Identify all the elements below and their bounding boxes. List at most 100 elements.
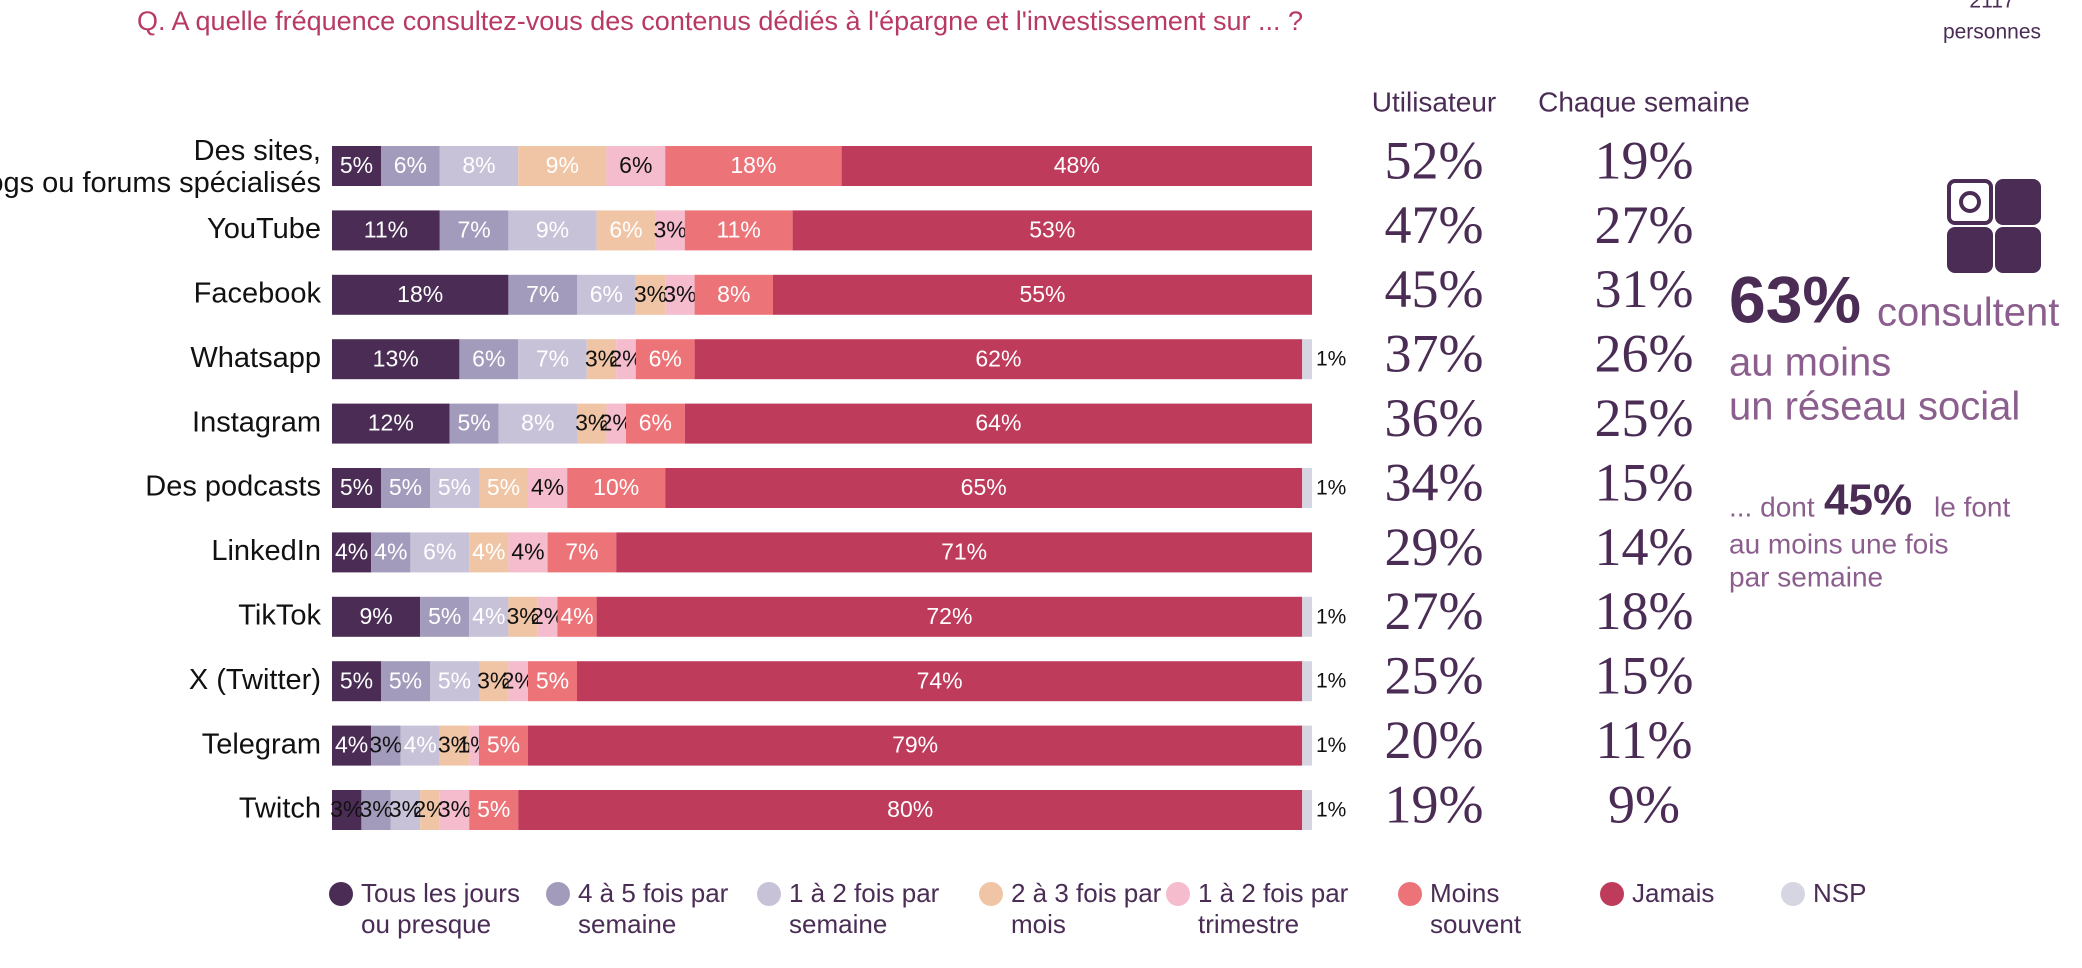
bar-segment [606, 403, 626, 444]
value-label: 5% [340, 152, 373, 178]
value-label: 5% [457, 410, 490, 436]
legend-label: 1 à 2 fois par trimestre [1198, 878, 1349, 939]
bar-segment [420, 790, 440, 830]
bar-segment [518, 339, 587, 380]
annotation-text: par semaine [1729, 561, 1883, 592]
bar-segment [371, 532, 411, 573]
bar-segment [577, 274, 636, 315]
bar-segment [655, 210, 685, 251]
value-label: 5% [438, 667, 471, 693]
legend-swatch [1398, 882, 1422, 906]
value-label: 79% [892, 732, 938, 758]
column-value: 37% [1385, 324, 1484, 384]
bar-segment [616, 532, 1312, 573]
column-value: 29% [1385, 517, 1484, 577]
value-label: 3% [634, 281, 667, 307]
bar-segment [332, 790, 362, 830]
sample-unit: personnes [1943, 21, 2041, 44]
category-label: Des sites, blogs ou forums spécialisés [0, 135, 321, 199]
sample-size: 2117 [1969, 0, 2014, 13]
value-label: 4% [531, 474, 564, 500]
bar-segment [616, 339, 636, 380]
bar-segment [430, 468, 479, 508]
value-label: 11% [364, 216, 408, 242]
bar-segment [567, 468, 666, 508]
column-value: 15% [1595, 646, 1694, 706]
bar-segment [665, 146, 842, 186]
bar-segment [449, 403, 499, 444]
bar-segment [469, 596, 509, 637]
value-label: 62% [975, 345, 1021, 371]
annotation-text: consultent [1877, 291, 2059, 335]
column-header: Utilisateur [1372, 86, 1496, 117]
bar-segment [498, 403, 577, 444]
bar-segment [381, 146, 440, 186]
value-label: 5% [438, 474, 471, 500]
value-label: 4% [404, 732, 437, 758]
value-label: 3% [585, 345, 618, 371]
bar-segment [1302, 596, 1312, 637]
bar-segment [439, 790, 470, 830]
column-value: 45% [1385, 259, 1484, 319]
bar-segment [400, 725, 440, 766]
value-label: 5% [477, 796, 510, 822]
bar-segment [332, 596, 421, 637]
bar-segment [332, 339, 460, 380]
value-label: 80% [887, 796, 933, 822]
value-label: 3% [506, 603, 539, 629]
value-label: 10% [593, 474, 639, 500]
value-label: 4% [335, 732, 368, 758]
value-label: 3% [369, 732, 402, 758]
bar-segment [1302, 468, 1312, 508]
column-value: 25% [1595, 388, 1694, 448]
category-label: Twitch [239, 793, 321, 825]
value-label: 1% [1316, 799, 1346, 822]
bar-segment [332, 274, 509, 315]
bar-segment [1302, 790, 1312, 830]
bar-segment [537, 596, 558, 637]
chart-title: Q. A quelle fréquence consultez-vous des… [137, 6, 1303, 36]
bar-segment [508, 274, 577, 315]
bar-segment [381, 468, 430, 508]
value-label: 3% [653, 216, 686, 242]
bar-segment [439, 146, 519, 186]
value-label: 6% [609, 216, 642, 242]
bar-segment [665, 468, 1303, 508]
value-label: 4% [472, 538, 505, 564]
bar-segment [430, 661, 479, 702]
bar-segment [684, 210, 793, 251]
value-label: 13% [373, 345, 419, 371]
bar-segment [557, 596, 597, 637]
category-label: YouTube [207, 213, 321, 245]
legend-swatch [329, 882, 353, 906]
bar-segment [508, 596, 538, 637]
bar-segment [1302, 725, 1312, 766]
column-value: 15% [1595, 452, 1694, 512]
column-value: 31% [1595, 259, 1694, 319]
bar-segment [841, 146, 1312, 186]
bar-segment [508, 661, 528, 702]
column-value: 11% [1596, 710, 1693, 770]
bar-segment [439, 210, 509, 251]
column-value: 36% [1385, 388, 1484, 448]
value-label: 5% [340, 667, 373, 693]
legend-label: 1 à 2 fois par semaine [789, 878, 940, 939]
value-label: 5% [536, 667, 569, 693]
annotation-big: 45% [1824, 476, 1912, 525]
value-label: 6% [394, 152, 427, 178]
legend-label: NSP [1813, 878, 1867, 908]
bar-segment [528, 468, 568, 508]
column-value: 20% [1385, 710, 1484, 770]
value-label: 3% [575, 410, 608, 436]
annotation-text: un réseau social [1729, 385, 2020, 429]
bar-segment [1302, 339, 1312, 380]
column-value: 52% [1385, 130, 1484, 190]
legend-swatch [1600, 882, 1624, 906]
value-label: 5% [487, 474, 520, 500]
bar-segment [469, 790, 519, 830]
column-value: 26% [1595, 324, 1694, 384]
annotation-text: au moins une fois [1729, 528, 1948, 559]
bar-segment [469, 725, 479, 766]
value-label: 6% [472, 345, 505, 371]
